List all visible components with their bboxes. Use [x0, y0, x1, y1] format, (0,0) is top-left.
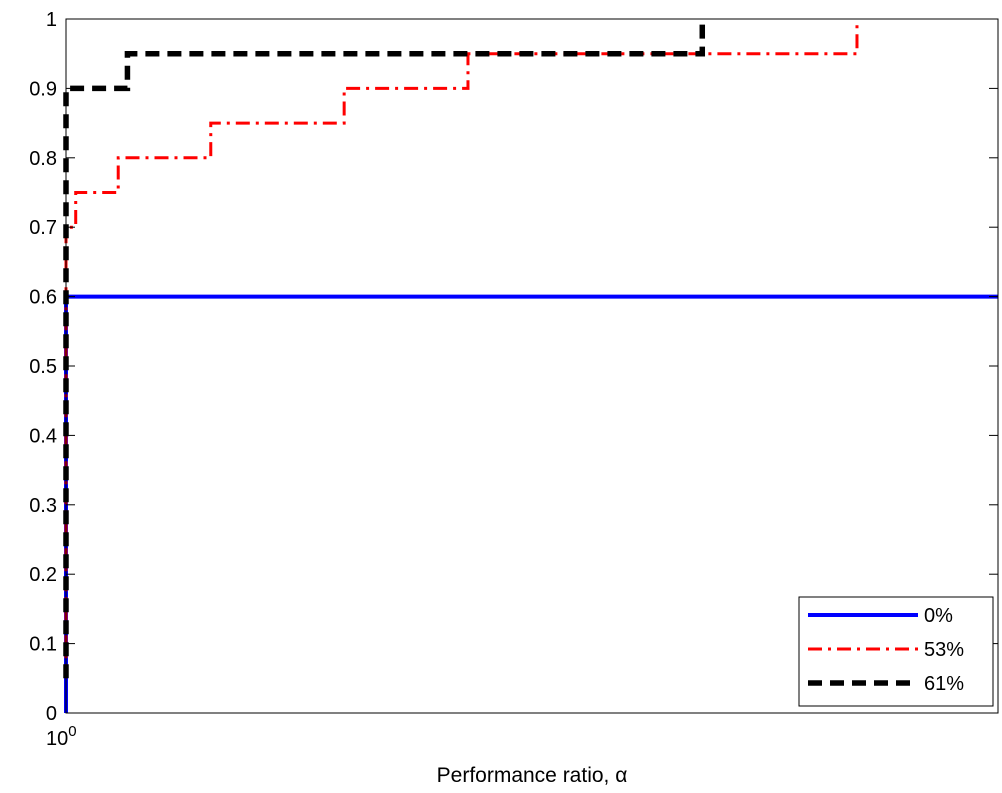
legend-label: 61%	[924, 673, 964, 695]
x-tick-labels: 100	[46, 723, 77, 750]
y-tick-label: 0.9	[29, 78, 57, 100]
legend-label: 0%	[924, 605, 953, 627]
y-tick-label: 0.6	[29, 287, 57, 309]
y-tick-labels: 0 0.1 0.2 0.3 0.4 0.5 0.6 0.7 0.8 0.9 1	[29, 9, 57, 725]
y-tick-label: 0.4	[29, 425, 57, 447]
legend: 0% 53% 61%	[798, 596, 994, 707]
y-tick-label: 1	[46, 9, 57, 31]
legend-label: 53%	[924, 639, 964, 661]
x-axis-label: Performance ratio, α	[437, 764, 628, 787]
y-tick-label: 0.1	[29, 634, 57, 656]
y-tick-label: 0.5	[29, 356, 57, 378]
series-line-1	[64, 19, 859, 679]
x-tick-label: 100	[46, 723, 77, 750]
y-tick-label: 0.3	[29, 495, 57, 517]
y-tick-label: 0	[46, 703, 57, 725]
legend-entries: 0% 53% 61%	[808, 605, 964, 695]
ticks-layer	[65, 18, 998, 714]
y-tick-label: 0.2	[29, 564, 57, 586]
y-tick-label: 0.8	[29, 148, 57, 170]
y-tick-label: 0.7	[29, 217, 57, 239]
